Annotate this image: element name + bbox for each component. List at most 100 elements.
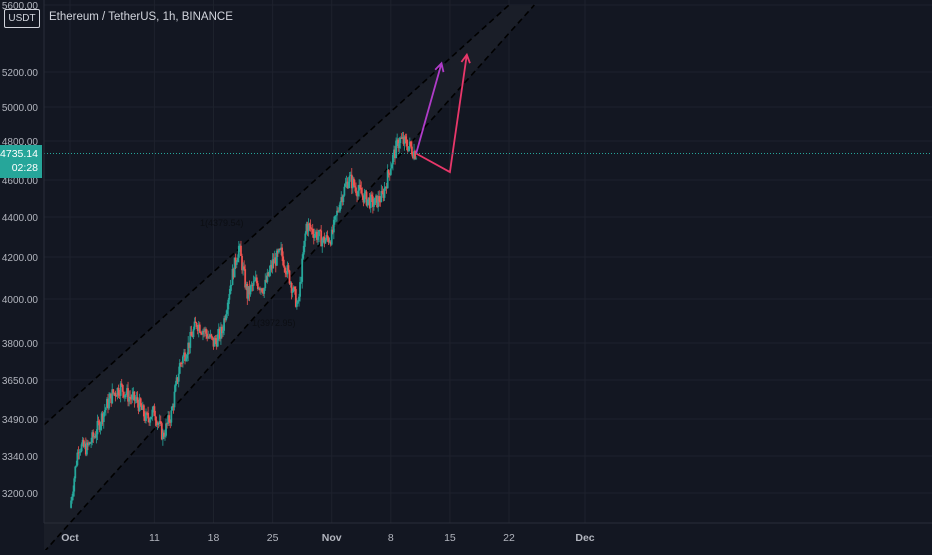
- candle-body: [318, 230, 320, 237]
- candle-body: [275, 250, 278, 266]
- candle-body: [158, 421, 161, 424]
- candle-body: [228, 293, 231, 300]
- candle-body: [171, 406, 174, 411]
- candle-body: [403, 136, 406, 144]
- candle-body: [174, 383, 177, 392]
- candle-body: [202, 330, 204, 335]
- candle-body: [387, 170, 390, 174]
- candle-body: [323, 236, 326, 244]
- candle-body: [291, 291, 294, 293]
- candle-body: [350, 174, 353, 189]
- candle-body: [194, 321, 197, 323]
- candle-body: [165, 423, 167, 436]
- candle-body: [160, 423, 163, 440]
- candle-body: [251, 285, 254, 286]
- price-tick-label: 4000.00: [2, 295, 39, 306]
- candle-body: [121, 384, 124, 392]
- candle-body: [237, 245, 240, 258]
- candle-body: [397, 139, 400, 149]
- candle-body: [374, 197, 376, 205]
- candle-body: [342, 195, 345, 203]
- candle-body: [227, 299, 230, 310]
- candle-body: [98, 421, 101, 430]
- candle-body: [400, 137, 403, 139]
- candle-body: [144, 416, 146, 421]
- candle-body: [399, 137, 402, 144]
- candle-body: [282, 256, 285, 266]
- candle-body: [117, 387, 120, 396]
- candle-body: [365, 191, 368, 206]
- time-tick-label: Nov: [322, 532, 342, 544]
- time-tick-label: 8: [388, 532, 394, 544]
- bar-countdown: 02:28: [11, 162, 38, 174]
- candle-body: [338, 210, 341, 212]
- candle-body: [92, 432, 95, 438]
- current-price-tag: 4735.14 02:28: [0, 145, 42, 178]
- candle-body: [114, 392, 117, 396]
- candle-body: [305, 223, 308, 234]
- symbol-currency-badge[interactable]: USDT: [4, 9, 40, 28]
- candle-body: [224, 318, 227, 320]
- price-tick-label: 3800.00: [2, 339, 39, 350]
- candle-body: [93, 436, 96, 438]
- candle-body: [388, 173, 391, 175]
- candle-body: [140, 405, 143, 410]
- candle-body: [167, 415, 170, 424]
- candle-body: [402, 137, 405, 144]
- candle-body: [406, 146, 409, 151]
- candle-body: [182, 356, 184, 364]
- candle-body: [248, 286, 251, 295]
- candle-body: [78, 452, 81, 453]
- candle-body: [159, 421, 162, 424]
- price-tick-label: 3200.00: [2, 489, 39, 500]
- candle-body: [153, 406, 156, 416]
- candle-body: [129, 396, 132, 399]
- price-axis-bg: [0, 0, 44, 550]
- candle-body: [111, 389, 114, 404]
- candle-body: [119, 383, 122, 396]
- candle-body: [301, 258, 304, 282]
- price-tick-label: 5600.00: [2, 1, 39, 12]
- candle-body: [270, 264, 273, 269]
- candle-body: [392, 154, 394, 165]
- candle-body: [401, 137, 404, 139]
- candle-body: [211, 336, 214, 338]
- candle-body: [89, 442, 91, 444]
- candle-body: [126, 388, 128, 395]
- candle-body: [196, 326, 199, 331]
- candle-body: [356, 193, 358, 197]
- candle-body: [236, 257, 239, 262]
- candle-body: [207, 336, 210, 339]
- pink-projection-arrow-head: [460, 52, 471, 64]
- price-tick-label: 4400.00: [2, 213, 39, 224]
- candle-body: [120, 383, 123, 385]
- candle-body: [367, 197, 370, 200]
- candle-body: [123, 395, 126, 398]
- candle-body: [288, 270, 291, 284]
- candle-body: [396, 139, 399, 141]
- purple-projection-arrow-head: [434, 61, 445, 73]
- candle-body: [380, 191, 383, 202]
- candle-body: [378, 196, 381, 202]
- candle-body: [183, 352, 185, 357]
- candle-body: [146, 412, 148, 414]
- candle-body: [222, 330, 224, 334]
- candle-body: [252, 281, 255, 286]
- candle-body: [294, 289, 297, 307]
- candle-body: [95, 434, 98, 438]
- candle-body: [193, 321, 196, 330]
- candle-body: [189, 332, 192, 348]
- candle-body: [115, 395, 118, 397]
- chart-grid: [44, 0, 932, 523]
- candle-body: [80, 444, 83, 452]
- projection-arrows: [415, 52, 471, 174]
- candle-body: [205, 329, 208, 334]
- candle-body: [329, 241, 332, 245]
- candle-body: [385, 186, 388, 189]
- candle-body: [74, 466, 77, 479]
- candle-body: [172, 406, 175, 408]
- candle-body: [152, 406, 155, 410]
- candle-body: [221, 326, 223, 334]
